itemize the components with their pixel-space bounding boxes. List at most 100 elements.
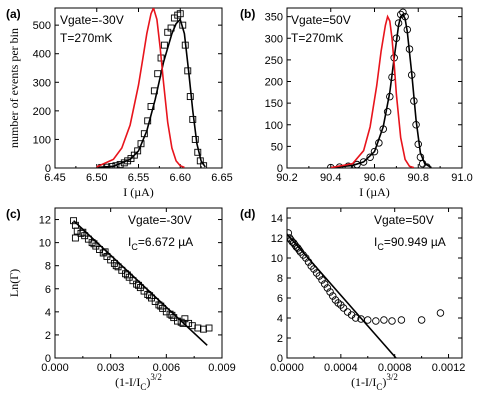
data-point	[351, 314, 360, 322]
y-axis-label: number of events per bin	[7, 28, 21, 148]
data-point	[118, 266, 126, 274]
data-point	[294, 244, 302, 252]
data-point	[148, 294, 155, 302]
y-tick-label: 500	[33, 20, 51, 32]
x-tick-label: 0.003	[97, 362, 125, 374]
x-tick-label: 0.000	[41, 362, 69, 374]
x-tick-label: 6.50	[86, 172, 107, 184]
annotation: Vgate=-30V	[60, 13, 124, 27]
data-point	[366, 153, 374, 161]
data-point	[194, 324, 202, 332]
data-point	[73, 227, 81, 235]
panel-label: (d)	[240, 207, 255, 221]
y-tick-label: 200	[33, 106, 51, 118]
chart-panel-1: 6.45 6.50 6.55 6.60 6.65 0 100 200 300 400 500 I (µ…	[6, 7, 233, 199]
series-line	[96, 8, 185, 168]
y-tick-label: 2	[45, 330, 51, 342]
data-point	[320, 280, 329, 288]
data-point	[176, 10, 184, 18]
data-point	[112, 262, 120, 270]
x-tick-label: 0.0000	[270, 362, 304, 374]
series-line	[73, 220, 208, 346]
y-tick-label: 300	[33, 77, 51, 89]
annotation-ic: IC=6.672 µA	[128, 235, 193, 252]
series-group	[287, 229, 445, 358]
data-point	[144, 117, 152, 125]
data-point	[77, 229, 85, 237]
annotation: Vgate=50V	[291, 13, 351, 27]
data-point	[162, 308, 170, 316]
plot-frame	[286, 207, 463, 359]
data-point	[107, 256, 115, 264]
y-tick-label: 0	[277, 353, 283, 365]
data-point	[380, 316, 388, 324]
x-tick-label: 90.4	[320, 172, 341, 184]
y-tick-label: 200	[265, 77, 283, 89]
data-point	[151, 298, 159, 305]
y-tick-label: 150	[265, 98, 283, 110]
y-tick-label: 14	[271, 213, 283, 225]
series-line	[330, 13, 432, 168]
x-tick-label: 91.0	[451, 172, 472, 184]
data-point	[129, 277, 137, 285]
data-point	[315, 272, 324, 280]
y-tick-label: 2	[277, 333, 283, 345]
x-axis-label: I (µA)	[123, 185, 154, 199]
series-line	[96, 17, 206, 168]
x-tick-label: 90.6	[364, 172, 385, 184]
data-point	[159, 304, 167, 312]
y-tick-label: 10	[271, 253, 283, 265]
data-point	[289, 239, 298, 247]
annotation: T=270mK	[60, 31, 112, 45]
y-tick-label: 4	[277, 313, 283, 325]
data-point	[323, 284, 332, 292]
series-group	[327, 8, 432, 168]
data-point	[200, 162, 208, 168]
data-point	[84, 235, 92, 243]
data-point	[71, 234, 79, 242]
data-point	[174, 11, 182, 19]
y-tick-label: 100	[265, 120, 283, 132]
panel-label: (c)	[6, 207, 21, 221]
data-point	[88, 239, 96, 247]
data-point	[99, 249, 107, 257]
data-point	[359, 158, 368, 166]
series-group	[96, 8, 208, 168]
x-tick-label: 0.0008	[378, 362, 412, 374]
data-point	[372, 317, 380, 325]
data-point	[436, 309, 445, 317]
x-tick-label: 0.009	[208, 362, 236, 374]
series-line	[330, 14, 415, 168]
series-group	[70, 217, 213, 346]
data-point	[160, 41, 168, 49]
x-tick-label: 90.2	[276, 172, 297, 184]
data-point	[103, 253, 111, 260]
x-axis-label: (1-I/IC)3/2	[115, 372, 162, 392]
x-tick-label: 90.8	[408, 172, 429, 184]
data-point	[318, 276, 326, 284]
data-point	[92, 242, 100, 250]
data-point	[81, 232, 89, 240]
data-point	[186, 93, 194, 101]
data-point	[417, 316, 426, 324]
y-tick-label: 300	[265, 33, 283, 45]
data-point	[179, 319, 187, 327]
data-point	[140, 287, 148, 295]
annotation: T=270mK	[291, 31, 343, 45]
data-point	[364, 316, 372, 324]
panel-label: (a)	[6, 7, 21, 21]
data-point	[383, 108, 392, 116]
data-point	[181, 315, 189, 323]
y-tick-label: 8	[277, 273, 283, 285]
data-point	[326, 288, 334, 296]
x-axis-label: I (µA)	[359, 185, 390, 199]
data-point	[134, 147, 142, 155]
x-tick-label: 0.0004	[324, 362, 358, 374]
y-tick-label: 0	[277, 163, 283, 175]
data-point	[125, 273, 133, 281]
x-tick-label: 6.60	[170, 172, 191, 184]
data-point	[177, 318, 185, 326]
y-tick-label: 8	[45, 261, 51, 273]
data-point	[144, 291, 152, 298]
